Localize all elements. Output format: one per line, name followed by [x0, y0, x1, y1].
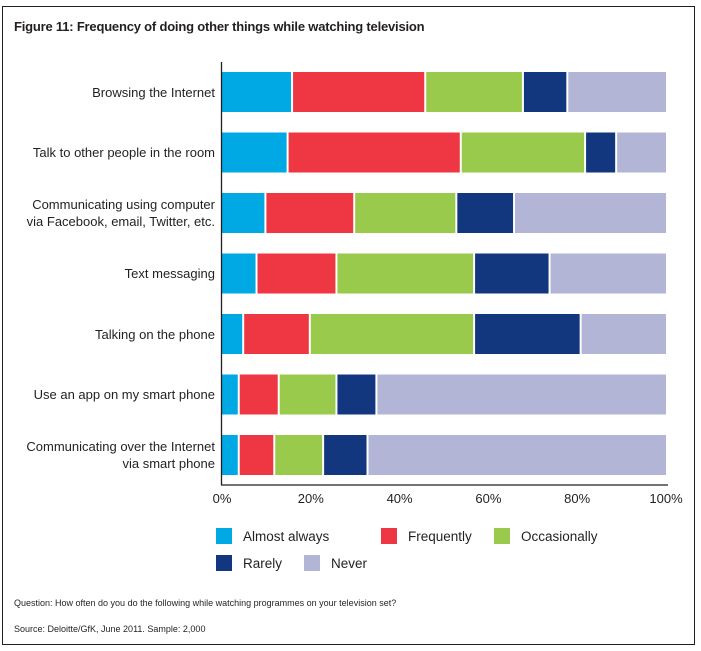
legend-label: Occasionally	[521, 528, 598, 544]
category-label: Text messaging	[0, 265, 215, 282]
category-label-line: via smart phone	[122, 456, 216, 471]
x-tick-label: 40%	[387, 491, 413, 506]
category-label-line: Browsing the Internet	[92, 84, 215, 100]
bar-segment-almost-always	[222, 193, 265, 233]
figure-title: Figure 11: Frequency of doing other thin…	[14, 19, 425, 34]
category-label-line: Use an app on my smart phone	[33, 387, 215, 402]
bar-segment-rarely	[457, 193, 514, 233]
bar-segment-rarely	[324, 435, 367, 475]
bar-segment-rarely	[337, 374, 376, 415]
legend-item: Never	[304, 555, 367, 571]
source-note: Source: Deloitte/GfK, June 2011. Sample:…	[14, 624, 206, 634]
category-label: Communicating using computer via Facebook…	[0, 196, 215, 230]
category-label-line: via Facebook, email, Twitter, etc.	[26, 214, 215, 229]
legend-item: Frequently	[381, 528, 472, 544]
bar-segment-almost-always	[222, 374, 238, 415]
bar-segment-occasionally	[426, 72, 522, 112]
x-tick-label: 60%	[475, 491, 501, 506]
bar-segment-occasionally	[279, 374, 336, 415]
category-label-line: Communicating using computer	[32, 197, 215, 212]
legend-swatch	[216, 555, 232, 571]
legend-swatch	[304, 555, 320, 571]
category-label-line: Communicating over the Internet	[26, 439, 215, 454]
legend-swatch	[494, 528, 510, 544]
legend-swatch	[381, 528, 397, 544]
bar-segment-occasionally	[461, 132, 585, 173]
category-label-line: Talk to other people in the room	[32, 145, 215, 160]
bar-segment-frequently	[293, 72, 425, 112]
legend-label: Never	[331, 555, 368, 571]
x-tick-label: 80%	[564, 491, 590, 506]
bar-segment-frequently	[288, 132, 460, 173]
legend-label: Frequently	[408, 528, 472, 544]
bar-segment-occasionally	[275, 435, 323, 475]
bar-segment-almost-always	[222, 132, 287, 173]
bar-segment-occasionally	[310, 314, 474, 354]
bar-segment-never	[617, 132, 666, 173]
bar-segment-never	[550, 253, 666, 294]
bar-segment-never	[377, 374, 666, 415]
legend-label: Almost always	[243, 528, 330, 544]
bar-segment-rarely	[475, 314, 580, 354]
category-label: Talking on the phone	[0, 326, 215, 343]
category-label: Communicating over the Internet via smart…	[0, 438, 215, 472]
x-tick-label: 0%	[213, 491, 232, 506]
legend-item: Almost always	[216, 528, 329, 544]
category-label: Talk to other people in the room	[0, 144, 215, 161]
bar-segment-rarely	[475, 253, 549, 294]
bar-segment-rarely	[523, 72, 567, 112]
bar-segment-almost-always	[222, 314, 243, 354]
bar-segment-occasionally	[355, 193, 456, 233]
bar-segment-frequently	[244, 314, 309, 354]
x-tick-label: 20%	[298, 491, 324, 506]
bar-segment-almost-always	[222, 72, 292, 112]
bar-segment-never	[581, 314, 666, 354]
bar-segment-never	[515, 193, 666, 233]
bar-segment-never	[568, 72, 666, 112]
bar-segment-frequently	[239, 374, 278, 415]
bar-segment-frequently	[257, 253, 336, 294]
x-tick-label: 100%	[649, 491, 683, 506]
bar-segment-frequently	[239, 435, 274, 475]
legend-swatch	[216, 528, 232, 544]
bar-segment-never	[368, 435, 666, 475]
category-label: Use an app on my smart phone	[0, 386, 215, 403]
bar-segment-frequently	[266, 193, 354, 233]
bar-segment-rarely	[586, 132, 616, 173]
category-label-line: Text messaging	[124, 266, 215, 281]
bar-segment-occasionally	[337, 253, 474, 294]
legend-item: Occasionally	[494, 528, 598, 544]
legend-label: Rarely	[243, 555, 283, 571]
bar-segment-almost-always	[222, 435, 238, 475]
category-label-line: Talking on the phone	[95, 326, 215, 342]
figure-frame	[2, 6, 695, 645]
question-note: Question: How often do you do the follow…	[14, 598, 397, 608]
category-label: Browsing the Internet	[0, 84, 215, 101]
bar-segment-almost-always	[222, 253, 256, 294]
legend-item: Rarely	[216, 555, 282, 571]
